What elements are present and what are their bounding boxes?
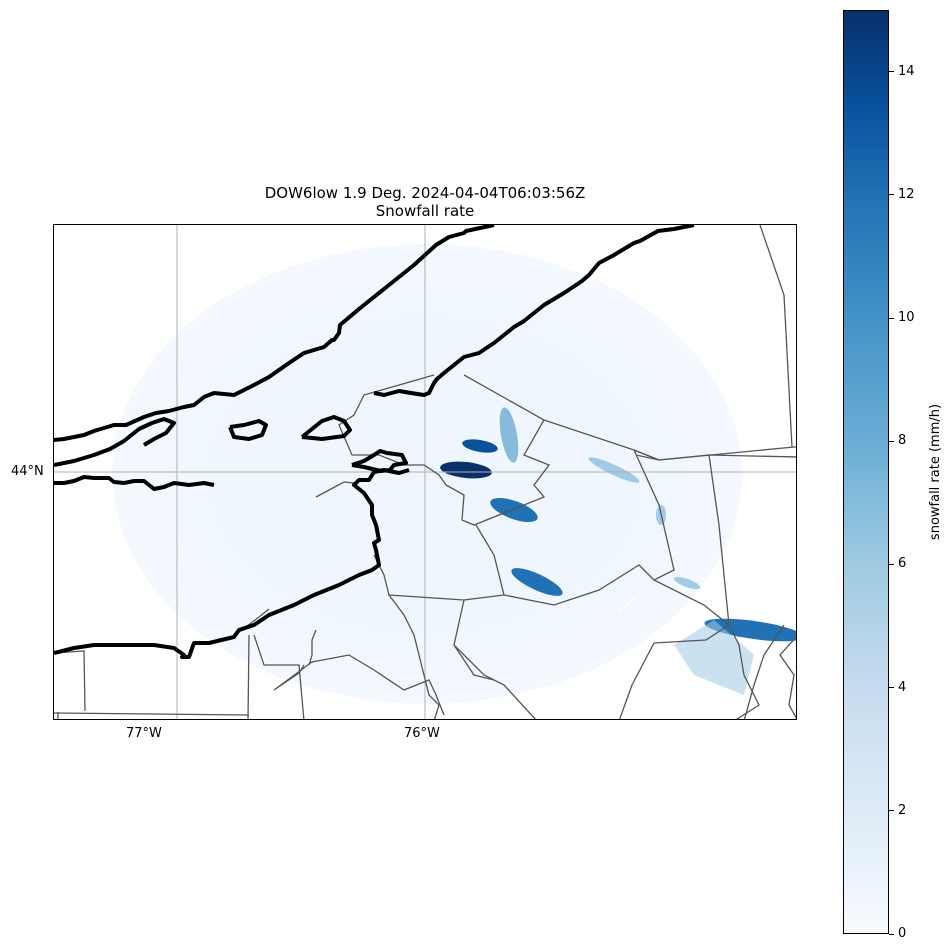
- lat-tick-label: 44°N: [11, 464, 44, 479]
- colorbar-tick-label: 0: [898, 926, 907, 941]
- echo-band: [490, 497, 538, 523]
- colorbar-tick-mark: [889, 810, 894, 812]
- colorbar-tick-label: 6: [898, 556, 907, 572]
- map-subtitle: Snowfall rate: [375, 202, 475, 220]
- colorbar: [843, 10, 889, 934]
- colorbar-label: snowfall rate (mm/h): [928, 403, 943, 541]
- lon-tick-label: 77°W: [126, 726, 162, 741]
- echo-band: [673, 576, 701, 590]
- map-title: DOW6low 1.9 Deg. 2024-04-04T06:03:56Z: [264, 184, 586, 202]
- colorbar-tick-mark: [889, 71, 894, 73]
- county-borders: [54, 225, 796, 719]
- colorbar-tick-mark: [889, 933, 894, 935]
- colorbar-tick-label: 14: [898, 63, 915, 79]
- colorbar-tick-mark: [889, 687, 894, 689]
- echo-band: [462, 439, 498, 453]
- map-panel: [53, 224, 797, 720]
- colorbar-tick-mark: [889, 194, 894, 196]
- colorbar-tick-label: 8: [898, 433, 907, 449]
- lon-tick-label: 76°W: [404, 726, 440, 741]
- echo-band: [440, 461, 492, 479]
- colorbar-tick-label: 4: [898, 679, 907, 695]
- colorbar-tick-mark: [889, 563, 894, 565]
- colorbar-tick-label: 12: [898, 186, 915, 202]
- gridlines: [54, 225, 796, 719]
- echo-band: [674, 620, 754, 695]
- colorbar-tick-label: 10: [898, 310, 915, 325]
- coastline: [54, 225, 695, 659]
- radar-map: [54, 225, 796, 719]
- radar-coverage: [112, 244, 742, 704]
- echo-band: [511, 568, 563, 596]
- colorbar-tick-label: 2: [898, 802, 907, 818]
- echo-band: [588, 457, 640, 483]
- colorbar-tick-mark: [889, 317, 894, 319]
- colorbar-tick-mark: [889, 440, 894, 442]
- echo-band: [499, 407, 519, 463]
